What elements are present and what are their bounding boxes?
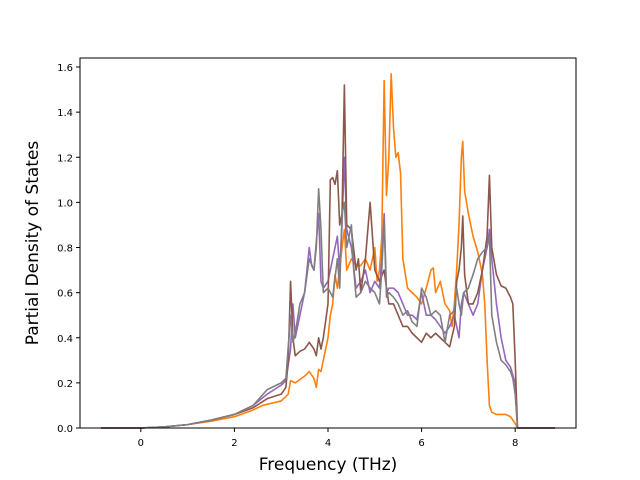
y-axis-ticks: 0.0 0.2 0.4 0.6 0.8 1.0 1.2 1.4 1.6 bbox=[57, 63, 80, 435]
plot-lines bbox=[101, 72, 555, 429]
y-axis-label: Partial Density of States bbox=[23, 141, 43, 346]
y-tick-label: 0.2 bbox=[57, 379, 73, 390]
x-tick-label: 4 bbox=[325, 438, 331, 449]
x-axis-ticks: 0 2 4 6 8 bbox=[138, 428, 518, 449]
y-tick-label: 1.6 bbox=[57, 63, 73, 74]
x-tick-label: 0 bbox=[138, 438, 144, 449]
y-tick-label: 1.2 bbox=[57, 153, 73, 164]
x-tick-label: 2 bbox=[231, 438, 237, 449]
x-axis-label: Frequency (THz) bbox=[259, 455, 398, 475]
y-tick-label: 1.4 bbox=[57, 108, 73, 119]
y-tick-label: 0.0 bbox=[57, 424, 73, 435]
series-line-2 bbox=[101, 156, 555, 429]
x-tick-label: 8 bbox=[512, 438, 518, 449]
x-tick-label: 6 bbox=[418, 438, 424, 449]
y-tick-label: 0.8 bbox=[57, 244, 73, 255]
series-line-4 bbox=[101, 188, 555, 429]
y-tick-label: 0.6 bbox=[57, 289, 73, 300]
series-line-1 bbox=[101, 72, 555, 429]
y-tick-label: 0.4 bbox=[57, 334, 73, 345]
y-tick-label: 1.0 bbox=[57, 198, 73, 209]
series-line-3 bbox=[101, 84, 555, 429]
